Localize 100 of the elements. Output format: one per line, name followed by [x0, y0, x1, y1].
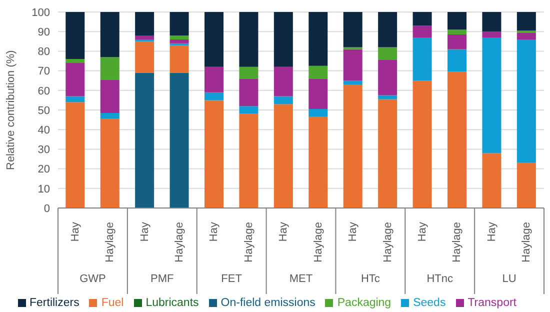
y-tick-label: 60 — [38, 85, 50, 98]
bar — [343, 12, 362, 48]
bar — [239, 114, 258, 208]
bar — [516, 32, 536, 40]
text: FET — [221, 273, 242, 285]
y-tick-label: 100 — [32, 6, 50, 19]
bar — [204, 92, 224, 100]
bar — [135, 12, 154, 36]
bar — [378, 99, 398, 208]
bar — [412, 26, 432, 38]
bar — [482, 32, 502, 38]
bar — [516, 39, 536, 163]
bar — [308, 66, 328, 79]
bar — [204, 12, 224, 67]
bar — [204, 100, 224, 208]
x-tick-label: Hay — [278, 222, 290, 242]
legend-label: Lubricants — [146, 297, 199, 309]
bar — [100, 57, 120, 80]
bar — [239, 106, 258, 114]
text: HTc — [360, 273, 380, 285]
y-tick-label: 20 — [38, 164, 50, 176]
legend-label: Transport — [468, 297, 516, 309]
x-tick-label: Hay — [69, 222, 82, 242]
x-tick-label: Haylage — [104, 222, 116, 262]
text: GWP — [80, 273, 106, 285]
x-tick-label: Hay — [208, 222, 220, 242]
bar — [135, 72, 154, 208]
y-tick-label: 30 — [38, 144, 50, 156]
bar — [447, 30, 466, 35]
bar — [412, 80, 432, 208]
bar — [274, 12, 293, 67]
bar — [170, 72, 189, 208]
bar — [308, 78, 328, 110]
bar — [516, 12, 536, 31]
bar — [100, 80, 120, 113]
bar — [482, 153, 502, 208]
bar — [308, 12, 328, 66]
bar — [516, 162, 536, 208]
bar — [239, 78, 258, 106]
legend-label: On-field emissions — [220, 297, 316, 309]
bar — [482, 37, 502, 154]
bar — [378, 60, 398, 96]
x-tick-label: Hay — [416, 222, 428, 242]
bar — [412, 37, 432, 81]
y-tick-label: 70 — [38, 66, 50, 78]
bar — [170, 45, 189, 73]
x-tick-label: Haylage — [312, 222, 324, 262]
bar — [100, 112, 120, 119]
y-tick-label: 50 — [38, 104, 50, 117]
y-tick-label: 0 — [44, 202, 50, 215]
y-tick-label: 80 — [38, 46, 50, 58]
x-tick-label: Haylage — [174, 222, 186, 262]
bar — [135, 36, 154, 40]
bar — [66, 102, 85, 208]
x-tick-label: Haylage — [451, 222, 464, 262]
bar — [66, 12, 85, 60]
x-tick-label: Hay — [347, 222, 360, 242]
x-tick-label: Hay — [486, 222, 498, 242]
bar — [274, 104, 293, 208]
text: PMF — [150, 273, 174, 285]
bar — [343, 84, 362, 208]
x-tick-label: Haylage — [382, 222, 394, 262]
bar — [447, 12, 466, 30]
bar — [482, 12, 502, 32]
bar — [447, 72, 466, 208]
text: LU — [502, 273, 516, 285]
legend-label: Fuel — [101, 297, 124, 309]
bar — [447, 34, 466, 50]
bar — [378, 12, 398, 48]
bar — [274, 66, 293, 96]
bar — [204, 66, 224, 92]
y-tick-label: 40 — [38, 124, 50, 137]
bar — [378, 47, 398, 60]
bar — [274, 96, 293, 104]
bar — [170, 36, 189, 40]
text: HTnc — [426, 273, 454, 285]
y-tick-label: 90 — [38, 26, 50, 39]
bar — [100, 12, 120, 58]
bar — [170, 39, 189, 44]
bar — [343, 80, 362, 85]
bar — [135, 41, 154, 73]
bar — [170, 12, 189, 36]
x-tick-label: Hay — [138, 222, 151, 242]
legend-label: Fertilizers — [30, 297, 80, 309]
bar — [447, 49, 466, 72]
bar — [100, 118, 120, 208]
legend-label: Packaging — [337, 297, 392, 309]
bar — [239, 66, 258, 79]
legend-label: Seeds — [413, 297, 446, 309]
bar — [239, 12, 258, 67]
bar — [66, 62, 85, 96]
x-tick-label: Haylage — [242, 222, 255, 262]
bar — [343, 49, 362, 81]
bar — [412, 12, 432, 26]
y-tick-label: 10 — [38, 183, 50, 196]
bar — [308, 109, 328, 117]
bar — [308, 116, 328, 208]
text: MET — [289, 273, 313, 285]
bar — [66, 96, 85, 102]
y-axis-title: Relative contribution (%) — [4, 50, 17, 170]
